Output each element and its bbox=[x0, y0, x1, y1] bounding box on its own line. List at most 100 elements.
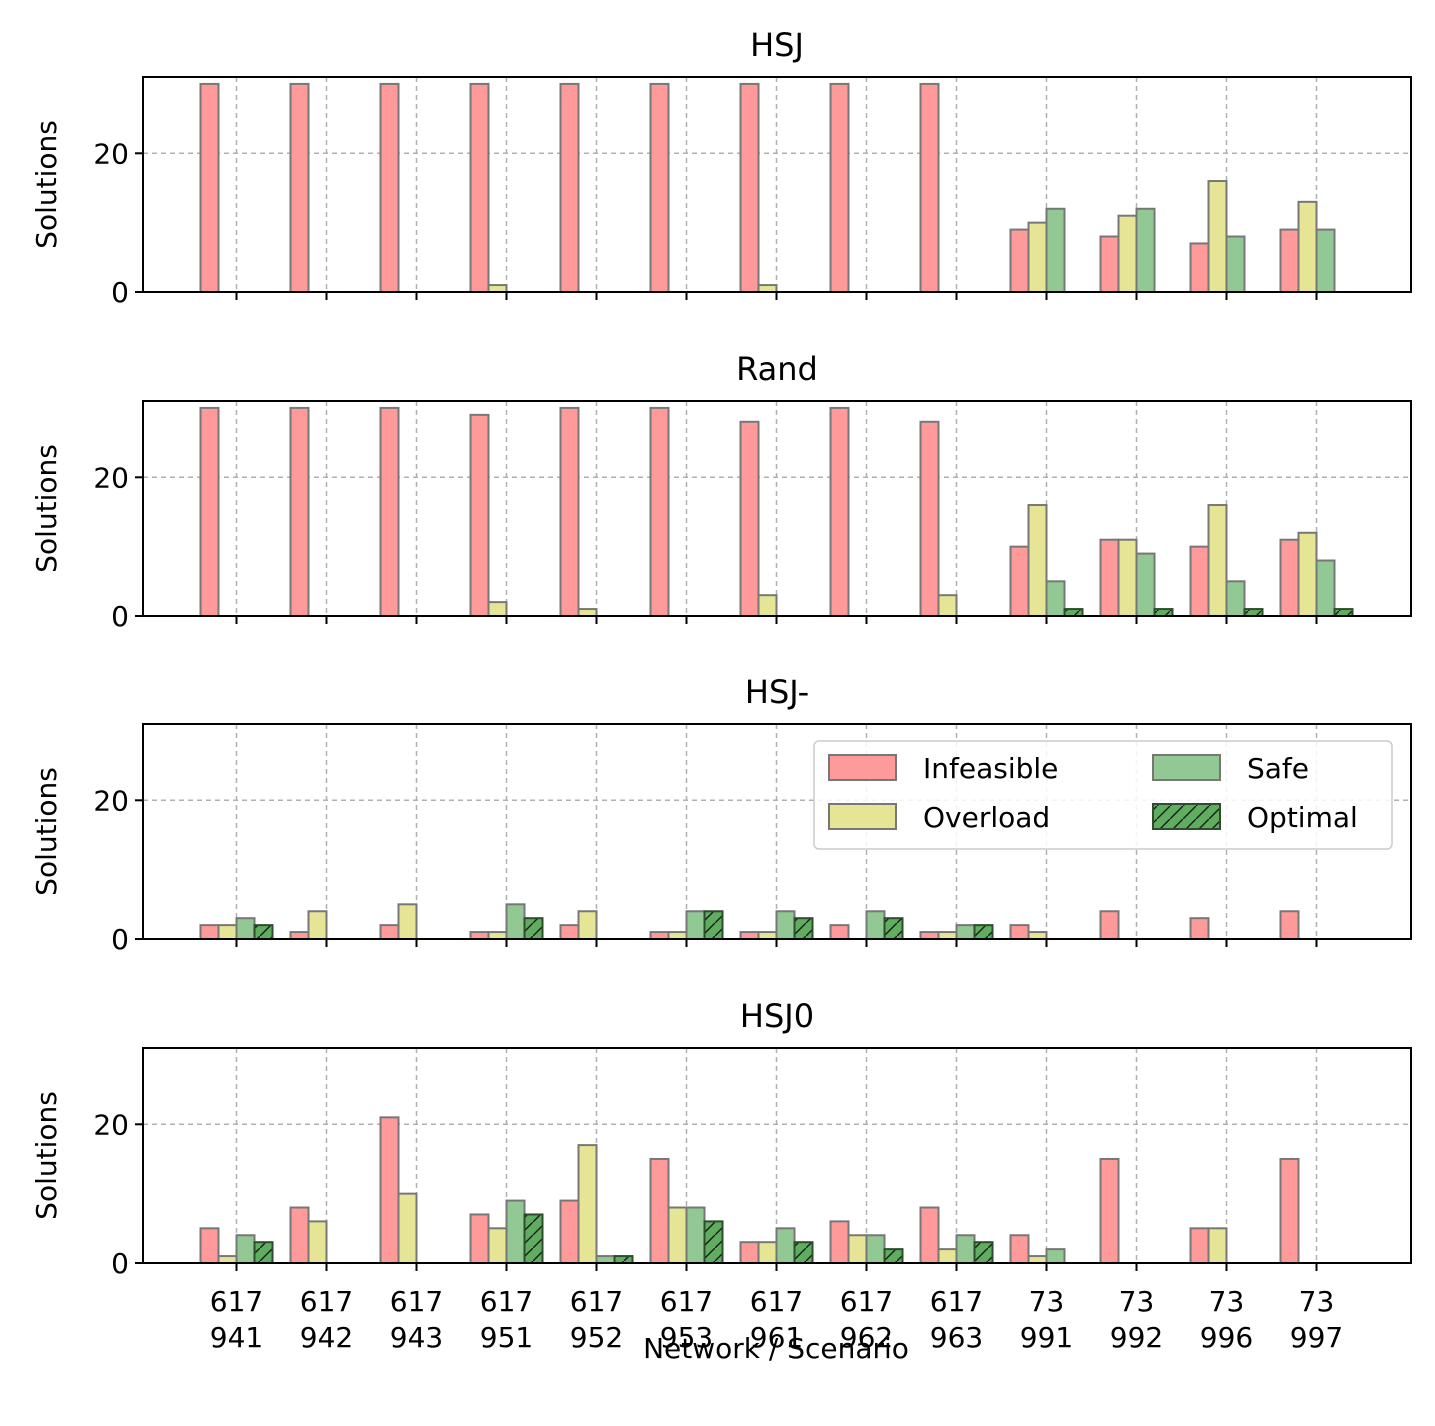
bar-infeasible bbox=[829, 1220, 850, 1264]
bar-infeasible bbox=[649, 406, 670, 617]
bar-overload bbox=[847, 1234, 868, 1264]
bar-infeasible bbox=[1009, 545, 1030, 617]
bar-optimal bbox=[703, 1220, 724, 1264]
bar-infeasible bbox=[1009, 228, 1030, 293]
panel-title: HSJ bbox=[750, 26, 804, 64]
bar-infeasible bbox=[919, 82, 940, 293]
x-tick-label-network: 617 bbox=[750, 1285, 803, 1318]
bar-optimal bbox=[1063, 608, 1084, 617]
panel-hsj: HSJ 0 20 Solutions bbox=[30, 26, 1412, 309]
bar-overload bbox=[577, 608, 598, 617]
bar-overload bbox=[937, 1248, 958, 1264]
bar-optimal bbox=[523, 1213, 544, 1265]
bar-infeasible bbox=[739, 931, 760, 940]
bar-overload bbox=[1207, 1227, 1228, 1265]
x-tick-label-scenario: 961 bbox=[750, 1321, 803, 1354]
x-tick-label-network: 617 bbox=[300, 1285, 353, 1318]
bar-optimal bbox=[253, 1241, 274, 1265]
bar-safe bbox=[955, 1234, 976, 1264]
bar-infeasible bbox=[379, 924, 400, 940]
bar-infeasible bbox=[199, 924, 220, 940]
bar-optimal bbox=[883, 1248, 904, 1264]
legend: Infeasible Safe Overload Optimal bbox=[813, 740, 1393, 850]
x-tick-label-network: 617 bbox=[390, 1285, 443, 1318]
bar-infeasible bbox=[199, 1227, 220, 1265]
x-tick-label-network: 617 bbox=[570, 1285, 623, 1318]
bar-infeasible bbox=[559, 1199, 580, 1265]
bar-overload bbox=[1027, 931, 1048, 940]
bar-overload bbox=[397, 1192, 418, 1264]
bar-overload bbox=[1207, 180, 1228, 293]
bar-infeasible bbox=[1099, 235, 1120, 293]
y-tick-label: 20 bbox=[93, 784, 129, 817]
bar-infeasible bbox=[739, 420, 760, 617]
legend-box bbox=[813, 740, 1393, 850]
bar-overload bbox=[307, 910, 328, 940]
legend-swatch-infeasible bbox=[828, 754, 897, 781]
bar-optimal bbox=[253, 924, 274, 940]
bar-safe bbox=[865, 1234, 886, 1264]
bar-safe bbox=[685, 1206, 706, 1264]
bar-infeasible bbox=[919, 931, 940, 940]
bar-overload bbox=[397, 903, 418, 940]
y-axis-label: Solutions bbox=[30, 1091, 63, 1220]
bar-optimal bbox=[703, 910, 724, 940]
x-tick-label-scenario: 952 bbox=[570, 1321, 623, 1354]
panel-title: Rand bbox=[736, 350, 818, 388]
bar-safe bbox=[1135, 552, 1156, 617]
y-tick-label: 0 bbox=[111, 276, 129, 309]
bar-infeasible bbox=[469, 931, 490, 940]
y-tick-label: 0 bbox=[111, 600, 129, 633]
bar-infeasible bbox=[469, 82, 490, 293]
panel-title: HSJ- bbox=[745, 673, 809, 711]
bar-overload bbox=[1027, 1255, 1048, 1265]
bar-overload bbox=[577, 1144, 598, 1265]
x-axis-label: Network / Scenario bbox=[643, 1332, 909, 1365]
bar-overload bbox=[757, 284, 778, 293]
bar-infeasible bbox=[1099, 910, 1120, 940]
bar-infeasible bbox=[1099, 538, 1120, 617]
bar-optimal bbox=[973, 1241, 994, 1265]
bar-infeasible bbox=[1009, 924, 1030, 940]
bar-overload bbox=[217, 924, 238, 940]
bar-infeasible bbox=[919, 1206, 940, 1264]
x-tick-label-network: 617 bbox=[660, 1285, 713, 1318]
bar-infeasible bbox=[829, 406, 850, 617]
panel-rand: Rand 0 20 Solutions bbox=[30, 350, 1412, 633]
y-axis-label: Solutions bbox=[30, 444, 63, 573]
bar-safe bbox=[505, 1199, 526, 1265]
bar-safe bbox=[1315, 228, 1336, 293]
x-tick-label-scenario: 963 bbox=[930, 1321, 983, 1354]
bar-infeasible bbox=[1099, 1157, 1120, 1265]
bar-safe bbox=[1045, 1248, 1066, 1264]
bar-safe bbox=[775, 1227, 796, 1265]
bar-infeasible bbox=[1009, 1234, 1030, 1264]
bar-infeasible bbox=[379, 82, 400, 293]
bar-safe bbox=[1315, 559, 1336, 617]
panel-hsj-: HSJ- 0 20 Solutions Infeasible Safe Overload Op… bbox=[30, 673, 1412, 956]
bar-overload bbox=[757, 931, 778, 940]
bar-overload bbox=[217, 1255, 238, 1265]
bar-overload bbox=[937, 594, 958, 617]
bar-overload bbox=[1027, 504, 1048, 617]
bar-overload bbox=[577, 910, 598, 940]
bar-safe bbox=[685, 910, 706, 940]
bar-optimal bbox=[1243, 608, 1264, 617]
bar-safe bbox=[235, 1234, 256, 1264]
bar-infeasible bbox=[379, 406, 400, 617]
bar-infeasible bbox=[829, 82, 850, 293]
x-tick-label-scenario: 941 bbox=[210, 1321, 263, 1354]
bar-safe bbox=[1225, 580, 1246, 617]
bar-infeasible bbox=[559, 82, 580, 293]
legend-label-overload: Overload bbox=[923, 801, 1050, 834]
x-tick-label-scenario: 992 bbox=[1110, 1321, 1163, 1354]
bar-safe bbox=[505, 903, 526, 940]
bar-infeasible bbox=[739, 82, 760, 293]
bar-optimal bbox=[613, 1255, 634, 1265]
legend-label-infeasible: Infeasible bbox=[923, 752, 1058, 785]
bar-infeasible bbox=[289, 406, 310, 617]
bar-infeasible bbox=[649, 82, 670, 293]
bar-overload bbox=[757, 594, 778, 617]
bar-infeasible bbox=[739, 1241, 760, 1265]
bar-optimal bbox=[883, 917, 904, 940]
